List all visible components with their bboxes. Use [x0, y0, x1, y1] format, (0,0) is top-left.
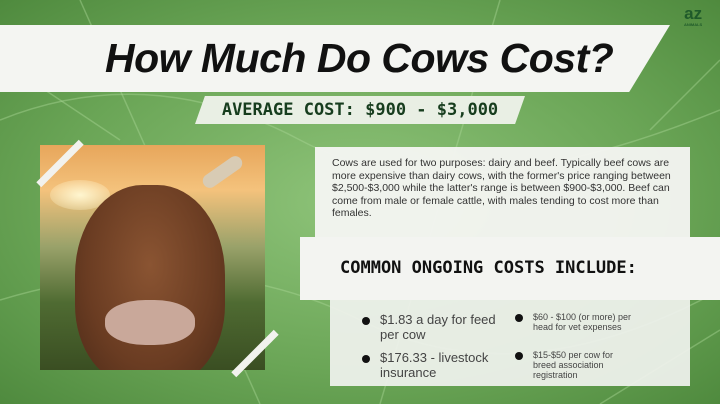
list-item: $15-$50 per cow for breed association re…: [515, 350, 635, 380]
cow-horn: [200, 153, 245, 191]
list-item: $1.83 a day for feed per cow: [362, 312, 502, 342]
description-panel: Cows are used for two purposes: dairy an…: [315, 147, 690, 244]
ongoing-costs-banner: [300, 237, 720, 300]
cost-text: $15-$50 per cow for breed association re…: [533, 350, 614, 380]
bullet-icon: [515, 314, 523, 322]
cost-text: $60 - $100 (or more) per head for vet ex…: [533, 312, 632, 332]
cost-text: $1.83 a day for feed per cow: [380, 312, 496, 342]
bullet-icon: [362, 355, 370, 363]
cost-text: $176.33 - livestock insurance: [380, 350, 489, 380]
bullet-icon: [515, 352, 523, 360]
ongoing-costs-list: $1.83 a day for feed per cow $176.33 - l…: [330, 300, 690, 386]
ongoing-costs-heading: COMMON ONGOING COSTS INCLUDE:: [340, 258, 637, 278]
list-item: $176.33 - livestock insurance: [362, 350, 502, 380]
cow-muzzle: [105, 300, 195, 345]
page-title: How Much Do Cows Cost?: [105, 35, 614, 81]
az-animals-logo: az ANIMALS: [684, 4, 703, 27]
title-banner: [0, 25, 670, 92]
cow-photo: [40, 145, 265, 370]
bullet-icon: [362, 317, 370, 325]
list-item: $60 - $100 (or more) per head for vet ex…: [515, 312, 635, 332]
average-cost-banner: AVERAGE COST: $900 - $3,000: [195, 96, 525, 124]
